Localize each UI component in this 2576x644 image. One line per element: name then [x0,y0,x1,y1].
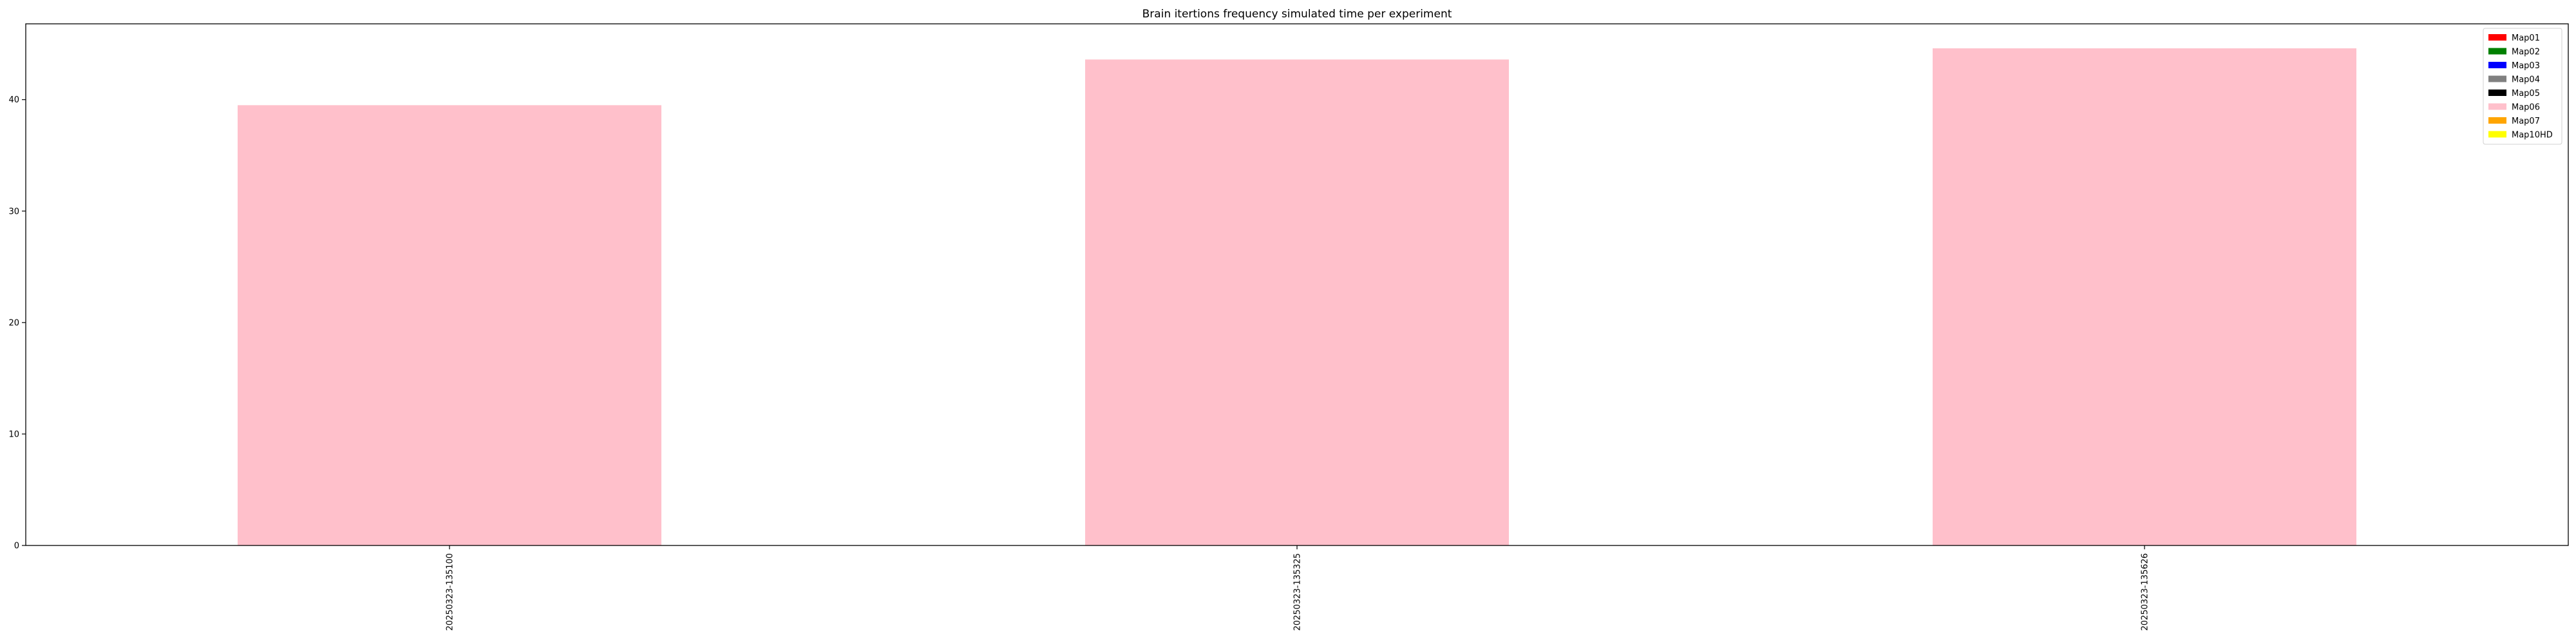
x-tick-label: 20250323-135325 [1293,553,1303,631]
legend-label-map07: Map07 [2512,117,2540,126]
bar-map06-0 [238,105,661,545]
legend-swatch-map10hd [2488,131,2506,138]
x-axis: 20250323-135100 20250323-135325 20250323-1… [446,545,2150,631]
y-tick-label: 30 [8,207,19,216]
bar-map06-1 [1085,59,1509,545]
x-tick-label: 20250323-135100 [446,553,455,631]
legend-swatch-map02 [2488,48,2506,55]
legend-label-map03: Map03 [2512,61,2540,71]
legend-box [2483,28,2562,145]
legend-label-map06: Map06 [2512,103,2540,113]
y-axis: 0 10 20 30 40 [8,95,26,551]
legend-label-map04: Map04 [2512,75,2540,85]
legend-swatch-map07 [2488,117,2506,124]
legend-swatch-map06 [2488,103,2506,110]
legend-label-map05: Map05 [2512,89,2540,99]
legend-label-map01: Map01 [2512,33,2540,43]
bar-map06-2 [1933,48,2356,546]
legend-swatch-map03 [2488,62,2506,68]
chart-title: Brain itertions frequency simulated time… [1142,8,1452,21]
legend-swatch-map04 [2488,75,2506,82]
y-tick-label: 10 [8,430,19,439]
legend-label-map02: Map02 [2512,48,2540,57]
x-tick-label: 20250323-135626 [2141,553,2150,631]
legend-label-map10hd: Map10HD [2512,131,2553,140]
legend-swatch-map05 [2488,90,2506,96]
y-tick-label: 40 [8,95,19,105]
y-tick-label: 20 [8,318,19,328]
legend: Map01 Map02 Map03 Map04 Map05 Map06 Map07 Map10… [2483,28,2562,145]
bars-layer [238,48,2356,546]
y-tick-label: 0 [14,542,19,551]
legend-swatch-map01 [2488,34,2506,41]
